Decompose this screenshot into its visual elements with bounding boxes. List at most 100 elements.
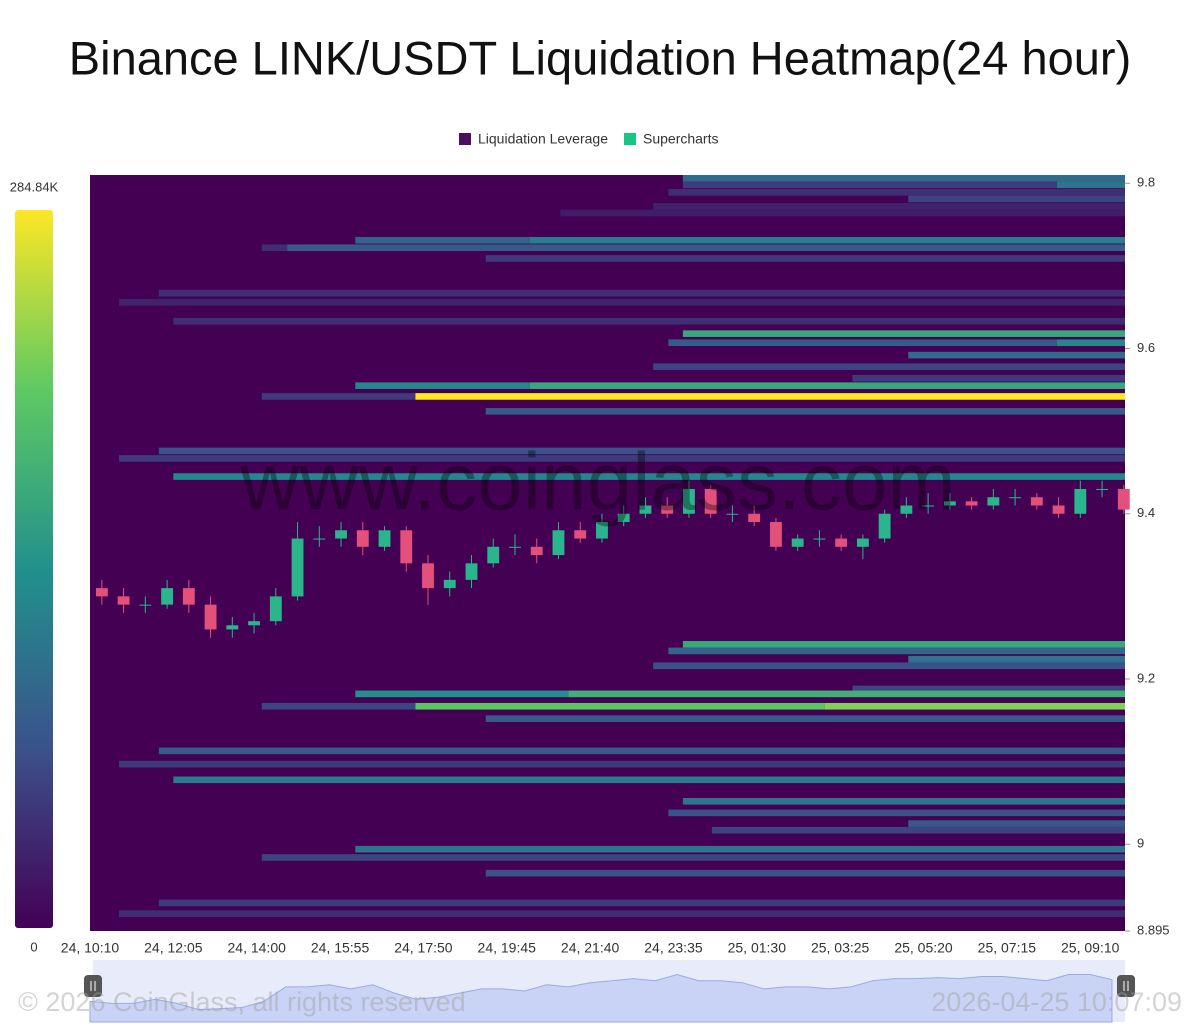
candle-body [1052, 505, 1065, 514]
legend: Liquidation Leverage Supercharts [459, 131, 718, 147]
x-tick-label: 24, 19:45 [478, 940, 537, 956]
x-tick-label: 25, 03:25 [811, 940, 870, 956]
heat-cell [824, 702, 1125, 710]
candle-body [1117, 488, 1130, 510]
footer-copyright: © 2026 CoinGlass, all rights reserved [18, 987, 466, 1017]
candle-body [117, 596, 130, 605]
candle-body [769, 522, 782, 547]
candle-body [683, 488, 695, 514]
heat-cell [653, 662, 1125, 670]
plot-area [90, 175, 1130, 931]
heat-cell [908, 655, 1125, 663]
heat-cell [711, 826, 1125, 834]
heat-cell [653, 363, 1125, 370]
candle-body [248, 621, 260, 626]
colorbar-label: 0 [30, 939, 37, 954]
candle-body [1009, 497, 1022, 499]
legend-label: Liquidation Leverage [478, 131, 608, 147]
heatmap-background [90, 175, 1125, 931]
heat-cell [118, 760, 1126, 768]
heat-cell [682, 330, 1125, 337]
heat-cell [173, 473, 1126, 480]
heat-cell [158, 447, 1125, 455]
x-tick-label: 24, 10:10 [61, 940, 120, 956]
heat-cell [261, 393, 416, 400]
heat-cell [485, 869, 1125, 877]
heat-cell [485, 255, 1125, 262]
heat-cell [118, 298, 1126, 306]
heat-cell [355, 690, 569, 698]
candle-body [987, 497, 1000, 506]
heat-cell [682, 797, 1125, 805]
candle-body [943, 501, 956, 506]
heat-cell [668, 189, 1125, 196]
overlay: www.coinglass.com 8.895 9 9.2 9.4 9.6 9.8 24, 1… [61, 175, 1170, 956]
candle-body [443, 579, 456, 589]
x-tick-label: 25, 09:10 [1061, 940, 1120, 956]
candle-body [291, 538, 304, 597]
navigator-handle[interactable] [84, 975, 102, 997]
legend-swatch [459, 133, 471, 145]
candle-body [313, 538, 326, 540]
heat-cell [158, 747, 1125, 755]
candle-body [813, 538, 826, 540]
handle-body [84, 975, 102, 997]
x-tick-label: 24, 14:00 [228, 940, 287, 956]
y-tick-label: 9.8 [1137, 175, 1155, 190]
x-tick-label: 25, 01:30 [728, 940, 787, 956]
colorbar [15, 210, 53, 928]
heat-cell [908, 195, 1125, 203]
heat-cell [653, 203, 1125, 210]
candle-body [639, 505, 652, 514]
candle-body [400, 530, 413, 564]
heat-cell [682, 640, 1125, 648]
heat-cell [568, 690, 1125, 698]
heat-cell [852, 374, 1125, 382]
candle-body [922, 505, 935, 507]
x-tick-label: 24, 12:05 [144, 940, 203, 956]
candle-body [596, 522, 608, 539]
heat-cell [485, 715, 1125, 722]
heat-cell [560, 209, 1125, 217]
heat-cell [173, 776, 1126, 784]
heat-cell [355, 845, 1126, 853]
x-tick-label: 25, 07:15 [978, 940, 1037, 956]
heat-cell [261, 244, 288, 252]
candle-body [161, 588, 174, 605]
candle-body [182, 588, 195, 605]
y-tick-label: 9.4 [1137, 505, 1155, 520]
candle-body [269, 596, 282, 622]
candle-body [617, 513, 630, 523]
heat-cell [668, 809, 1125, 817]
heat-cell [355, 382, 530, 389]
heat-cell [355, 236, 530, 244]
x-tick-label: 24, 21:40 [561, 940, 620, 956]
heat-cell [1056, 181, 1125, 189]
candle-body [1074, 488, 1087, 514]
candle-body [226, 625, 239, 630]
candle-body [791, 538, 804, 547]
legend-label: Supercharts [643, 131, 718, 147]
candle-body [1096, 488, 1108, 490]
candle-body [661, 505, 674, 514]
candle-body [465, 563, 478, 580]
x-tick-label: 25, 05:20 [894, 940, 953, 956]
heat-cell [682, 175, 1125, 182]
candle-body [335, 530, 347, 539]
candle-body [1030, 497, 1043, 506]
heat-cell [261, 854, 1125, 861]
candle-body [726, 513, 739, 515]
heat-cell [158, 899, 1125, 907]
candle-body [204, 604, 217, 630]
candle-body [509, 546, 521, 548]
candle-body [856, 538, 869, 547]
heat-cell [158, 289, 1125, 297]
footer-timestamp: 2026-04-25 10:07:09 [931, 987, 1182, 1017]
candle-body [356, 530, 369, 547]
heat-cell [908, 351, 1125, 359]
candle-body [704, 488, 717, 514]
colorbar-label: 284.84K [10, 179, 59, 194]
heat-cell [287, 244, 1126, 252]
navigator-handle[interactable] [1117, 975, 1135, 997]
